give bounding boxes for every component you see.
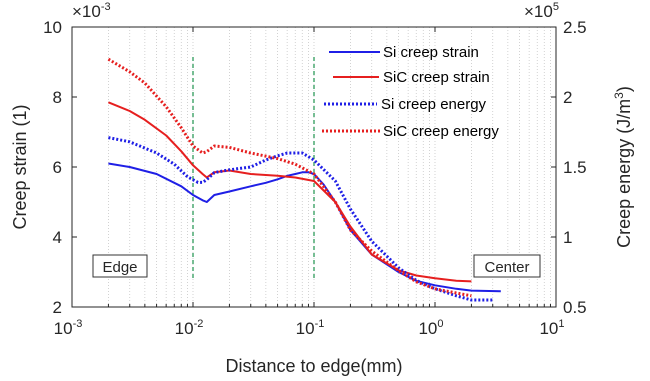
x-tick-exponent: 1 — [558, 318, 564, 330]
left-y-tick-label: 10 — [43, 18, 62, 37]
right-y-tick-label: 1.5 — [563, 158, 587, 177]
edge-annotation-box — [92, 254, 148, 278]
left-y-tick-label: 2 — [53, 298, 62, 317]
center-annotation-label: Center — [484, 259, 529, 276]
x-tick-exponent: -3 — [73, 318, 83, 330]
right-y-tick-label: 0.5 — [563, 298, 587, 317]
left-y-tick-label: 4 — [53, 228, 62, 247]
right-y-axis-label: Creep energy (J/m3) — [612, 86, 634, 248]
x-tick-label: 10-2 — [175, 318, 204, 338]
x-axis-label: Distance to edge(mm) — [225, 356, 402, 376]
center-annotation: Center — [473, 254, 541, 278]
x-tick-base: 10 — [54, 319, 73, 338]
vertical-markers — [192, 57, 315, 280]
right-y-tick-label: 1 — [563, 228, 572, 247]
legend-label-2: SiC creep strain — [383, 69, 490, 86]
x-tick-exponent: 0 — [437, 318, 443, 330]
series-line-4 — [107, 57, 472, 298]
left-y-tick-label: 8 — [53, 88, 62, 107]
x-tick-label: 10-3 — [54, 318, 83, 338]
x-tick-label: 10-1 — [296, 318, 325, 338]
x-tick-label: 100 — [418, 318, 443, 338]
left-axis-exponent: ×10-3 — [72, 1, 111, 21]
legend-label-1: Si creep strain — [383, 44, 479, 61]
edge-annotation: Edge — [92, 254, 148, 278]
right-y-tick-label: 2 — [563, 88, 572, 107]
legend-label-4: SiC creep energy — [383, 123, 499, 140]
center-annotation-box — [473, 254, 541, 278]
left-y-axis-label: Creep strain (1) — [10, 104, 30, 229]
x-tick-label: 101 — [539, 318, 564, 338]
x-tick-base: 10 — [175, 319, 194, 338]
x-tick-base: 10 — [539, 319, 558, 338]
x-tick-base: 10 — [418, 319, 437, 338]
x-tick-exponent: -1 — [315, 318, 325, 330]
series-line-3 — [108, 136, 493, 302]
x-tick-base: 10 — [296, 319, 315, 338]
series-line-2 — [108, 101, 472, 283]
right-axis-exponent: ×105 — [524, 1, 559, 21]
right-y-tick-label: 2.5 — [563, 18, 587, 37]
legend-label-3: Si creep energy — [381, 96, 487, 113]
series-layer — [107, 57, 501, 302]
edge-annotation-label: Edge — [102, 259, 137, 276]
left-y-tick-label: 6 — [53, 158, 62, 177]
x-tick-exponent: -2 — [194, 318, 204, 330]
legend: Si creep strain SiC creep strain Si creep … — [322, 44, 499, 140]
